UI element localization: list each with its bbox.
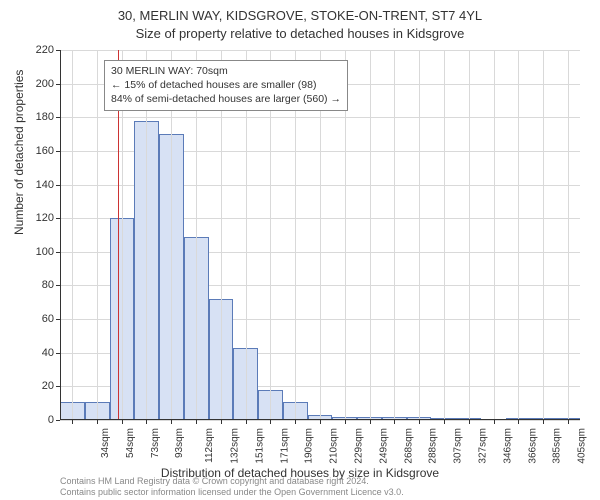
xtick-mark <box>72 420 73 424</box>
gridline-v <box>469 50 470 420</box>
gridline-v <box>97 50 98 420</box>
gridline-v <box>370 50 371 420</box>
xtick-mark <box>221 420 222 424</box>
xtick-mark <box>494 420 495 424</box>
ytick-label: 60 <box>24 313 54 325</box>
ytick-label: 200 <box>24 78 54 90</box>
xtick-label: 190sqm <box>304 428 315 464</box>
ytick-label: 20 <box>24 380 54 392</box>
xtick-mark <box>122 420 123 424</box>
xtick-mark <box>97 420 98 424</box>
gridline-v <box>543 50 544 420</box>
gridline-v <box>494 50 495 420</box>
chart-title-address: 30, MERLIN WAY, KIDSGROVE, STOKE-ON-TREN… <box>0 8 600 23</box>
xtick-label: 307sqm <box>453 428 464 464</box>
ytick-label: 80 <box>24 279 54 291</box>
ytick-label: 160 <box>24 145 54 157</box>
ytick-label: 100 <box>24 246 54 258</box>
xtick-label: 34sqm <box>100 428 111 458</box>
gridline-v <box>568 50 569 420</box>
xtick-label: 229sqm <box>354 428 365 464</box>
gridline-v <box>444 50 445 420</box>
chart-title-description: Size of property relative to detached ho… <box>0 26 600 41</box>
xtick-label: 385sqm <box>552 428 563 464</box>
ytick-label: 40 <box>24 347 54 359</box>
xtick-mark <box>320 420 321 424</box>
xtick-mark <box>196 420 197 424</box>
xtick-label: 288sqm <box>428 428 439 464</box>
xtick-mark <box>270 420 271 424</box>
xtick-label: 93sqm <box>174 428 185 458</box>
ytick-label: 220 <box>24 44 54 56</box>
xtick-mark <box>370 420 371 424</box>
xtick-label: 54sqm <box>125 428 136 458</box>
y-axis-line <box>60 50 61 420</box>
xtick-mark <box>469 420 470 424</box>
xtick-label: 346sqm <box>502 428 513 464</box>
ytick-label: 140 <box>24 179 54 191</box>
gridline-v <box>72 50 73 420</box>
xtick-label: 171sqm <box>279 428 290 464</box>
xtick-mark <box>419 420 420 424</box>
xtick-label: 405sqm <box>577 428 588 464</box>
xtick-mark <box>246 420 247 424</box>
xtick-label: 327sqm <box>478 428 489 464</box>
info-box-smaller: ← 15% of detached houses are smaller (98… <box>111 78 341 92</box>
xtick-label: 210sqm <box>329 428 340 464</box>
gridline-v <box>394 50 395 420</box>
xtick-label: 73sqm <box>150 428 161 458</box>
xtick-mark <box>171 420 172 424</box>
xtick-mark <box>444 420 445 424</box>
info-box: 30 MERLIN WAY: 70sqm ← 15% of detached h… <box>104 60 348 111</box>
ytick-label: 120 <box>24 212 54 224</box>
footer-line1: Contains HM Land Registry data © Crown c… <box>60 476 404 487</box>
ytick-mark <box>56 420 60 421</box>
xtick-label: 366sqm <box>527 428 538 464</box>
xtick-label: 112sqm <box>204 428 215 463</box>
info-box-title: 30 MERLIN WAY: 70sqm <box>111 64 341 78</box>
xtick-mark <box>146 420 147 424</box>
xtick-mark <box>543 420 544 424</box>
xtick-label: 249sqm <box>378 428 389 464</box>
x-axis-line <box>60 419 580 420</box>
footer-attribution: Contains HM Land Registry data © Crown c… <box>60 476 404 498</box>
xtick-label: 151sqm <box>254 428 265 464</box>
xtick-label: 268sqm <box>403 428 414 464</box>
y-axis-label: Number of detached properties <box>12 70 26 235</box>
xtick-mark <box>295 420 296 424</box>
chart-container: 30, MERLIN WAY, KIDSGROVE, STOKE-ON-TREN… <box>0 0 600 500</box>
plot-area: 02040608010012014016018020022034sqm54sqm… <box>60 50 580 420</box>
gridline-v <box>518 50 519 420</box>
footer-line2: Contains public sector information licen… <box>60 487 404 498</box>
gridline-v <box>419 50 420 420</box>
xtick-mark <box>568 420 569 424</box>
ytick-label: 180 <box>24 111 54 123</box>
xtick-mark <box>394 420 395 424</box>
ytick-label: 0 <box>24 414 54 426</box>
xtick-label: 132sqm <box>230 428 241 464</box>
xtick-mark <box>518 420 519 424</box>
info-box-larger: 84% of semi-detached houses are larger (… <box>111 92 341 106</box>
xtick-mark <box>345 420 346 424</box>
